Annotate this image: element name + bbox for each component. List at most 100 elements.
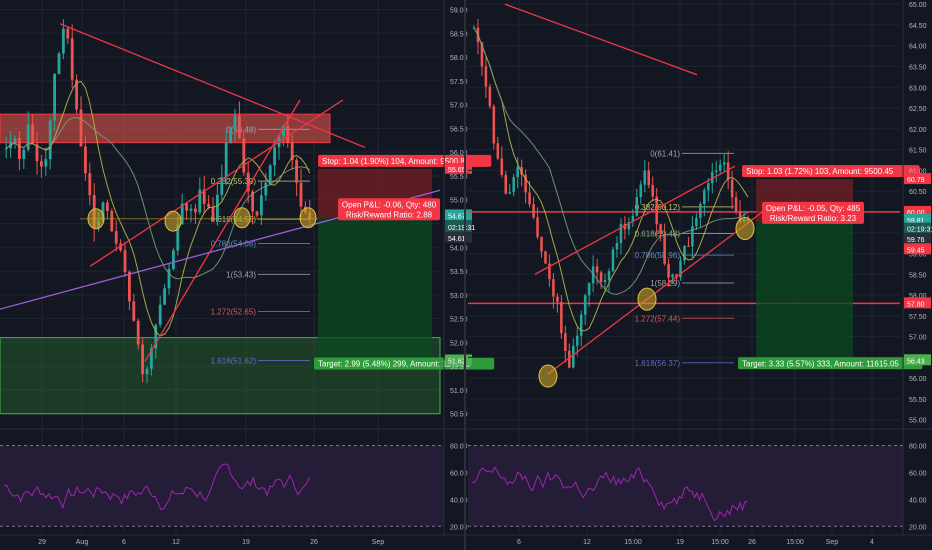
candle bbox=[273, 147, 277, 166]
open-pl-box bbox=[762, 201, 864, 224]
candle bbox=[583, 295, 587, 315]
candle bbox=[31, 124, 35, 145]
price-badge-box bbox=[904, 243, 931, 255]
touch-marker bbox=[538, 364, 558, 388]
time-tick-label: 19 bbox=[676, 539, 684, 546]
target-label[interactable]: Target: 3.33 (5.57%) 333, Amount: 11615.… bbox=[738, 357, 923, 370]
time-tick-label: 29 bbox=[38, 539, 46, 546]
price-badge: 54.67 bbox=[445, 209, 472, 221]
candle bbox=[659, 224, 662, 234]
candle bbox=[568, 350, 571, 368]
candle bbox=[17, 137, 21, 160]
fib-level-label: 1(58.29) bbox=[650, 279, 680, 288]
channel-lower-line[interactable] bbox=[547, 207, 769, 375]
candle bbox=[185, 203, 189, 211]
price-tick-label: 64.50 bbox=[909, 23, 927, 30]
candle bbox=[229, 130, 233, 144]
price-tick-label: 60.50 bbox=[909, 189, 927, 196]
fib-level-label: 1.272(57.44) bbox=[635, 314, 681, 323]
price-tick-label: 52.00 bbox=[450, 340, 468, 347]
candle bbox=[35, 144, 39, 162]
candle bbox=[675, 274, 678, 278]
candle bbox=[703, 190, 706, 205]
touch-marker bbox=[164, 210, 182, 232]
price-badge-box bbox=[904, 205, 931, 217]
price-tick-label: 58.50 bbox=[450, 31, 468, 38]
fib-level-label: 0(61.41) bbox=[650, 149, 680, 158]
time-tick-label: 6 bbox=[122, 539, 126, 546]
candle bbox=[611, 249, 615, 272]
rsi-tick-label: 40.00 bbox=[909, 497, 927, 504]
candle bbox=[13, 137, 17, 142]
time-tick-label: 19 bbox=[242, 539, 250, 546]
ma-slow-line bbox=[5, 116, 311, 280]
candle bbox=[114, 231, 118, 244]
candle bbox=[496, 143, 500, 159]
fib-level-label: 0(56.48) bbox=[226, 125, 256, 134]
ma-slow-line bbox=[473, 27, 749, 295]
price-tick-label: 63.50 bbox=[909, 64, 927, 71]
candle bbox=[286, 125, 290, 143]
target-zone[interactable] bbox=[756, 221, 853, 361]
price-badge-text: 60.79 bbox=[907, 177, 925, 184]
candle bbox=[246, 172, 250, 192]
candle bbox=[110, 211, 114, 232]
candle bbox=[643, 170, 647, 185]
time-tick-label: 12 bbox=[172, 539, 180, 546]
candle bbox=[39, 161, 43, 167]
touch-marker bbox=[87, 208, 105, 230]
candle bbox=[707, 183, 710, 191]
descending-trendline[interactable] bbox=[504, 3, 698, 76]
candle bbox=[123, 250, 127, 272]
price-tick-label: 57.00 bbox=[909, 335, 927, 342]
candle bbox=[127, 271, 131, 302]
candle bbox=[176, 224, 180, 251]
candle bbox=[264, 182, 268, 196]
rsi-tick-label: 20.00 bbox=[909, 524, 927, 531]
candle bbox=[53, 73, 57, 121]
candle bbox=[88, 173, 92, 196]
candle bbox=[591, 266, 595, 284]
price-badge-text: 51.62 bbox=[448, 358, 466, 365]
price-badge: 54.61 bbox=[445, 231, 472, 243]
left-chart-panel[interactable]: 0(56.48) 0.382(55.39) 0.618(54.59) 0.786(54… bbox=[0, 0, 495, 546]
price-badge-box bbox=[445, 220, 472, 232]
stop-label[interactable]: Stop: 1.03 (1.72%) 103, Amount: 9500.45 bbox=[742, 165, 920, 178]
time-tick-label: Aug bbox=[76, 539, 89, 546]
rsi-tick-label: 40.00 bbox=[450, 497, 468, 504]
candle bbox=[198, 189, 202, 213]
time-tick-label: Sep bbox=[372, 539, 385, 546]
candle bbox=[695, 218, 698, 227]
candle bbox=[57, 53, 61, 74]
price-badge-text: 56.43 bbox=[907, 358, 925, 365]
risk-reward-text: Risk/Reward Ratio: 3.23 bbox=[770, 214, 857, 223]
candle bbox=[560, 301, 563, 334]
channel-upper-line[interactable] bbox=[534, 165, 736, 275]
target-zone[interactable] bbox=[318, 218, 432, 361]
descending-trendline[interactable] bbox=[59, 23, 366, 149]
candle bbox=[516, 166, 519, 178]
price-tick-label: 55.50 bbox=[909, 397, 927, 404]
candle bbox=[180, 203, 184, 225]
candle bbox=[132, 301, 136, 321]
candle bbox=[75, 79, 79, 110]
candle bbox=[251, 191, 255, 212]
channel-upper-line[interactable] bbox=[89, 99, 344, 267]
price-tick-label: 56.50 bbox=[450, 126, 468, 133]
channel-lower-line[interactable] bbox=[144, 99, 301, 362]
candle bbox=[572, 345, 575, 368]
candle bbox=[556, 296, 559, 302]
price-tick-label: 53.00 bbox=[450, 293, 468, 300]
candle bbox=[734, 197, 738, 212]
price-badge: 59.81 bbox=[904, 213, 931, 225]
rsi-line bbox=[471, 466, 748, 522]
fib-level-label: 0.786(58.96) bbox=[635, 251, 681, 260]
time-tick-label: 4 bbox=[870, 539, 874, 546]
right-chart-panel[interactable]: 0(61.41)0.382(60.12)0.618(59.48)0.786(58… bbox=[468, 0, 932, 546]
candle bbox=[607, 271, 611, 281]
candle bbox=[603, 280, 607, 283]
price-tick-label: 58.50 bbox=[909, 272, 927, 279]
candle bbox=[492, 106, 496, 144]
